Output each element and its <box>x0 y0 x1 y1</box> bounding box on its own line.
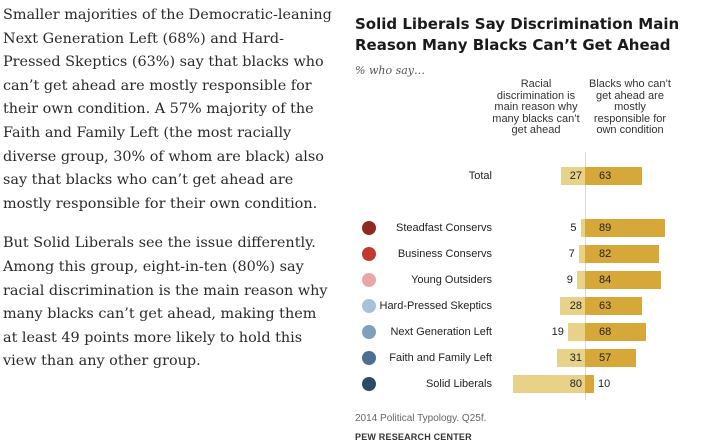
bar-discrimination-hard-pressed-skeptics <box>559 297 585 315</box>
bar-responsible-young-outsiders <box>585 271 661 289</box>
value-discrimination-total: 27 <box>569 170 582 182</box>
value-discrimination-steadfast-conservs: 5 <box>570 222 577 234</box>
column-header-discrimination: Racial discrimination is main reason why… <box>492 78 580 136</box>
value-responsible-total: 63 <box>599 170 612 182</box>
group-marker-business-conservs <box>362 247 376 261</box>
value-responsible-faith-and-family-left: 57 <box>599 352 612 364</box>
bar-discrimination-business-conservs <box>578 245 585 263</box>
value-discrimination-faith-and-family-left: 31 <box>569 352 582 364</box>
value-discrimination-hard-pressed-skeptics: 28 <box>569 300 582 312</box>
bar-discrimination-faith-and-family-left <box>557 349 585 367</box>
bar-responsible-business-conservs <box>585 245 659 263</box>
bar-responsible-next-generation-left <box>585 323 647 341</box>
row-label-next-generation-left: Next Generation Left <box>390 326 492 338</box>
bar-responsible-solid-liberals <box>585 375 594 393</box>
row-label-young-outsiders: Young Outsiders <box>411 274 492 286</box>
chart-subtitle: % who say… <box>355 64 425 77</box>
bar-discrimination-next-generation-left <box>567 323 585 341</box>
bar-responsible-faith-and-family-left <box>585 349 637 367</box>
value-responsible-steadfast-conservs: 89 <box>599 222 612 234</box>
group-marker-next-generation-left <box>362 325 376 339</box>
source-label: PEW RESEARCH CENTER <box>355 432 472 442</box>
article-text: Smaller majorities of the Democratic-lea… <box>3 4 335 390</box>
value-discrimination-next-generation-left: 19 <box>551 326 564 338</box>
value-responsible-solid-liberals: 10 <box>598 378 611 390</box>
value-responsible-next-generation-left: 68 <box>599 326 612 338</box>
chart: Solid Liberals Say Discrimination Main R… <box>349 0 703 444</box>
value-responsible-hard-pressed-skeptics: 63 <box>599 300 612 312</box>
group-marker-faith-and-family-left <box>362 351 376 365</box>
value-discrimination-young-outsiders: 9 <box>566 274 573 286</box>
bar-discrimination-young-outsiders <box>576 271 585 289</box>
row-label-hard-pressed-skeptics: Hard-Pressed Skeptics <box>379 300 493 312</box>
row-label-solid-liberals: Solid Liberals <box>425 378 492 390</box>
group-marker-steadfast-conservs <box>362 221 376 235</box>
bar-discrimination-steadfast-conservs <box>580 219 585 237</box>
row-label-steadfast-conservs: Steadfast Conservs <box>396 222 492 234</box>
article-paragraph-1: Smaller majorities of the Democratic-lea… <box>3 7 332 212</box>
footnote: 2014 Political Typology. Q25f. <box>355 413 487 424</box>
group-marker-solid-liberals <box>362 377 376 391</box>
bar-responsible-steadfast-conservs <box>585 219 666 237</box>
bar-responsible-total <box>585 167 642 185</box>
group-marker-hard-pressed-skeptics <box>362 299 376 313</box>
value-discrimination-solid-liberals: 80 <box>569 378 582 390</box>
bar-responsible-hard-pressed-skeptics <box>585 297 642 315</box>
chart-title: Solid Liberals Say Discrimination Main R… <box>355 15 680 54</box>
row-label-faith-and-family-left: Faith and Family Left <box>389 352 492 364</box>
value-responsible-business-conservs: 82 <box>599 248 612 260</box>
row-label-business-conservs: Business Conservs <box>397 248 492 260</box>
value-responsible-young-outsiders: 84 <box>599 274 612 286</box>
bar-discrimination-total <box>560 167 585 185</box>
value-discrimination-business-conservs: 7 <box>568 248 575 260</box>
bar-discrimination-solid-liberals <box>513 375 585 393</box>
article-paragraph-2: But Solid Liberals see the issue differe… <box>3 235 328 370</box>
column-header-responsible: Blacks who can’t get ahead are mostly re… <box>589 78 671 136</box>
row-label-total: Total <box>468 170 492 182</box>
group-marker-young-outsiders <box>362 273 376 287</box>
